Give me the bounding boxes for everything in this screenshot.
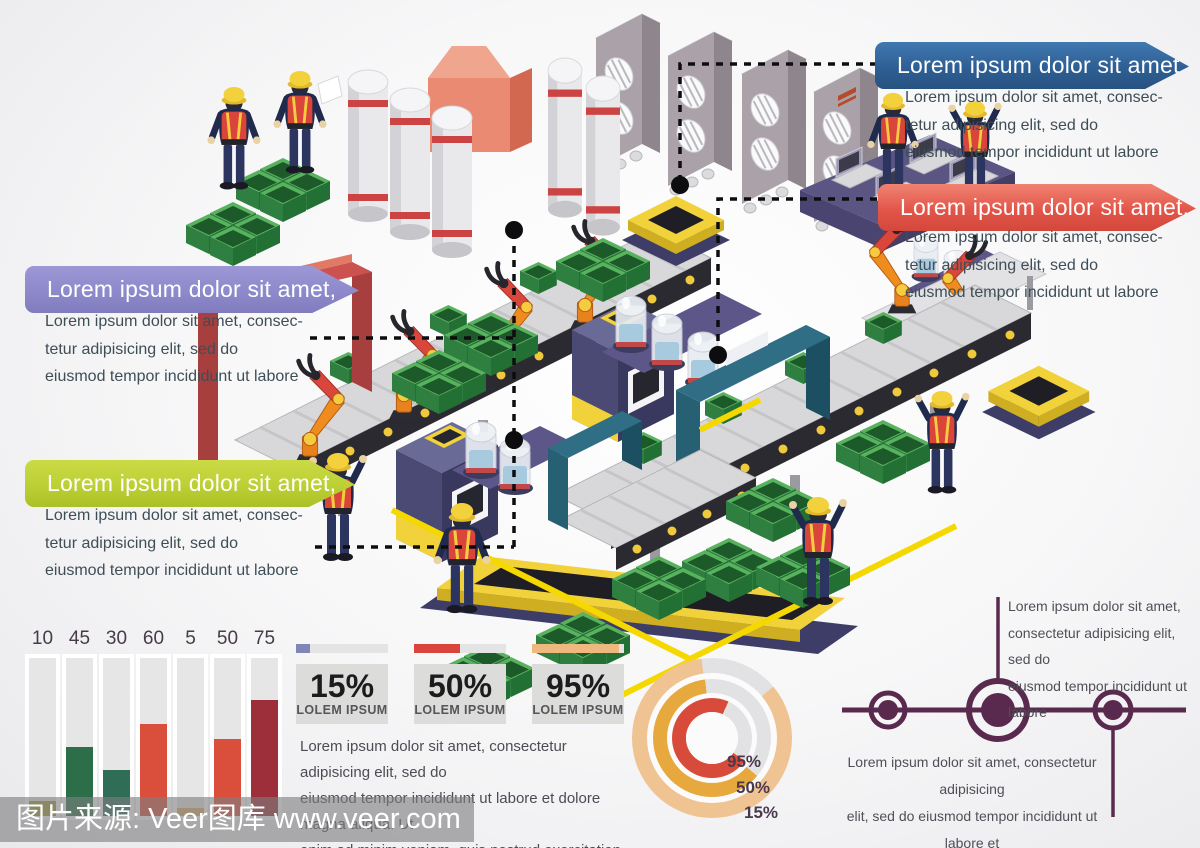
donut-hole xyxy=(686,712,738,764)
callout-body-green: Lorem ipsum dolor sit amet, consec- tetu… xyxy=(45,507,303,579)
bar-value-label: 10 xyxy=(31,628,54,649)
banner-title: Lorem ipsum dolor sit amet, xyxy=(47,470,337,496)
concentric-donut-chart xyxy=(632,658,792,818)
bar-value-label: 5 xyxy=(185,628,196,649)
bar-column: 45 xyxy=(62,628,97,820)
callout-banner-red: Lorem ipsum dolor sit amet, xyxy=(878,184,1196,231)
stat-progress-fill xyxy=(532,644,620,653)
stat-label: LOLEM IPSUM xyxy=(532,703,624,717)
stat-card: 15% LOLEM IPSUM xyxy=(296,664,388,724)
callout-dots xyxy=(505,176,727,449)
bar-column: 75 xyxy=(247,628,282,820)
stat-progress-track xyxy=(414,644,506,653)
stat-label: LOLEM IPSUM xyxy=(414,703,506,717)
stat-progress-fill xyxy=(296,644,310,653)
bar-column: 5 xyxy=(173,628,208,820)
percent-stat: 95% LOLEM IPSUM xyxy=(532,644,624,724)
stat-card: 50% LOLEM IPSUM xyxy=(414,664,506,724)
stat-card: 95% LOLEM IPSUM xyxy=(532,664,624,724)
yellow-tray xyxy=(982,365,1096,440)
donut-label: 50% xyxy=(736,778,771,797)
percent-stat: 15% LOLEM IPSUM xyxy=(296,644,388,724)
plane-top-text: Lorem ipsum dolor sit amet, consectetur … xyxy=(1008,598,1187,720)
bottle-platform-center xyxy=(602,293,762,390)
donut-label: 95% xyxy=(727,752,762,771)
stat-progress-track xyxy=(532,644,624,653)
callout-banner-green: Lorem ipsum dolor sit amet, xyxy=(25,460,355,507)
teal-gantry-small xyxy=(548,411,642,530)
vent-cabinet-row xyxy=(596,14,878,231)
airplane-diagram xyxy=(842,597,1186,817)
bar-chart: 10 45 30 60 5 50 75 xyxy=(18,628,293,820)
bar-column: 60 xyxy=(136,628,171,820)
bar-value-label: 30 xyxy=(105,628,128,649)
bar-track xyxy=(25,654,60,820)
bar-track xyxy=(247,654,282,820)
bar-fill xyxy=(251,700,278,816)
percent-stat: 50% LOLEM IPSUM xyxy=(414,644,506,724)
stat-value: 15% xyxy=(309,668,375,704)
bar-track xyxy=(210,654,245,820)
bar-value-label: 60 xyxy=(142,628,165,649)
stat-progress-fill xyxy=(414,644,460,653)
callout-body-blue: Lorem ipsum dolor sit amet, consec- tetu… xyxy=(905,89,1163,161)
bar-track xyxy=(173,654,208,820)
bar-value-label: 45 xyxy=(68,628,91,649)
bar-column: 10 xyxy=(25,628,60,820)
stat-value: 50% xyxy=(427,668,493,704)
banner-title: Lorem ipsum dolor sit amet, xyxy=(900,194,1190,220)
callout-lines xyxy=(310,62,877,549)
stats-paragraph: Lorem ipsum dolor sit amet, consectetur … xyxy=(300,738,621,848)
bar-track xyxy=(99,654,134,820)
plane-bottom-text: Lorem ipsum dolor sit amet, consectetur … xyxy=(846,754,1098,848)
bar-value-label: 50 xyxy=(216,628,239,649)
callout-banner-blue: Lorem ipsum dolor sit amet, xyxy=(875,42,1189,89)
bar-track xyxy=(62,654,97,820)
percent-stat-cards: 15% LOLEM IPSUM 50% LOLEM IPSUM 95% LOLEM IPS… xyxy=(296,644,624,724)
callout-body-purple: Lorem ipsum dolor sit amet, consec- tetu… xyxy=(45,313,303,385)
watermark: 图片来源: Veer图库 www.veer.com xyxy=(0,797,474,842)
bar-column: 50 xyxy=(210,628,245,820)
stat-label: LOLEM IPSUM xyxy=(296,703,388,717)
bar-column: 30 xyxy=(99,628,134,820)
callout-banner-purple: Lorem ipsum dolor sit amet, xyxy=(25,266,359,313)
bar-value-label: 75 xyxy=(253,628,276,649)
callout-body-red: Lorem ipsum dolor sit amet, consec- tetu… xyxy=(905,229,1163,301)
bar-track xyxy=(136,654,171,820)
stat-value: 95% xyxy=(545,668,611,704)
donut-label: 15% xyxy=(744,803,779,822)
workers xyxy=(207,71,1001,613)
stat-progress-track xyxy=(296,644,388,653)
banner-title: Lorem ipsum dolor sit amet, xyxy=(897,52,1187,78)
banner-title: Lorem ipsum dolor sit amet, xyxy=(47,276,337,302)
